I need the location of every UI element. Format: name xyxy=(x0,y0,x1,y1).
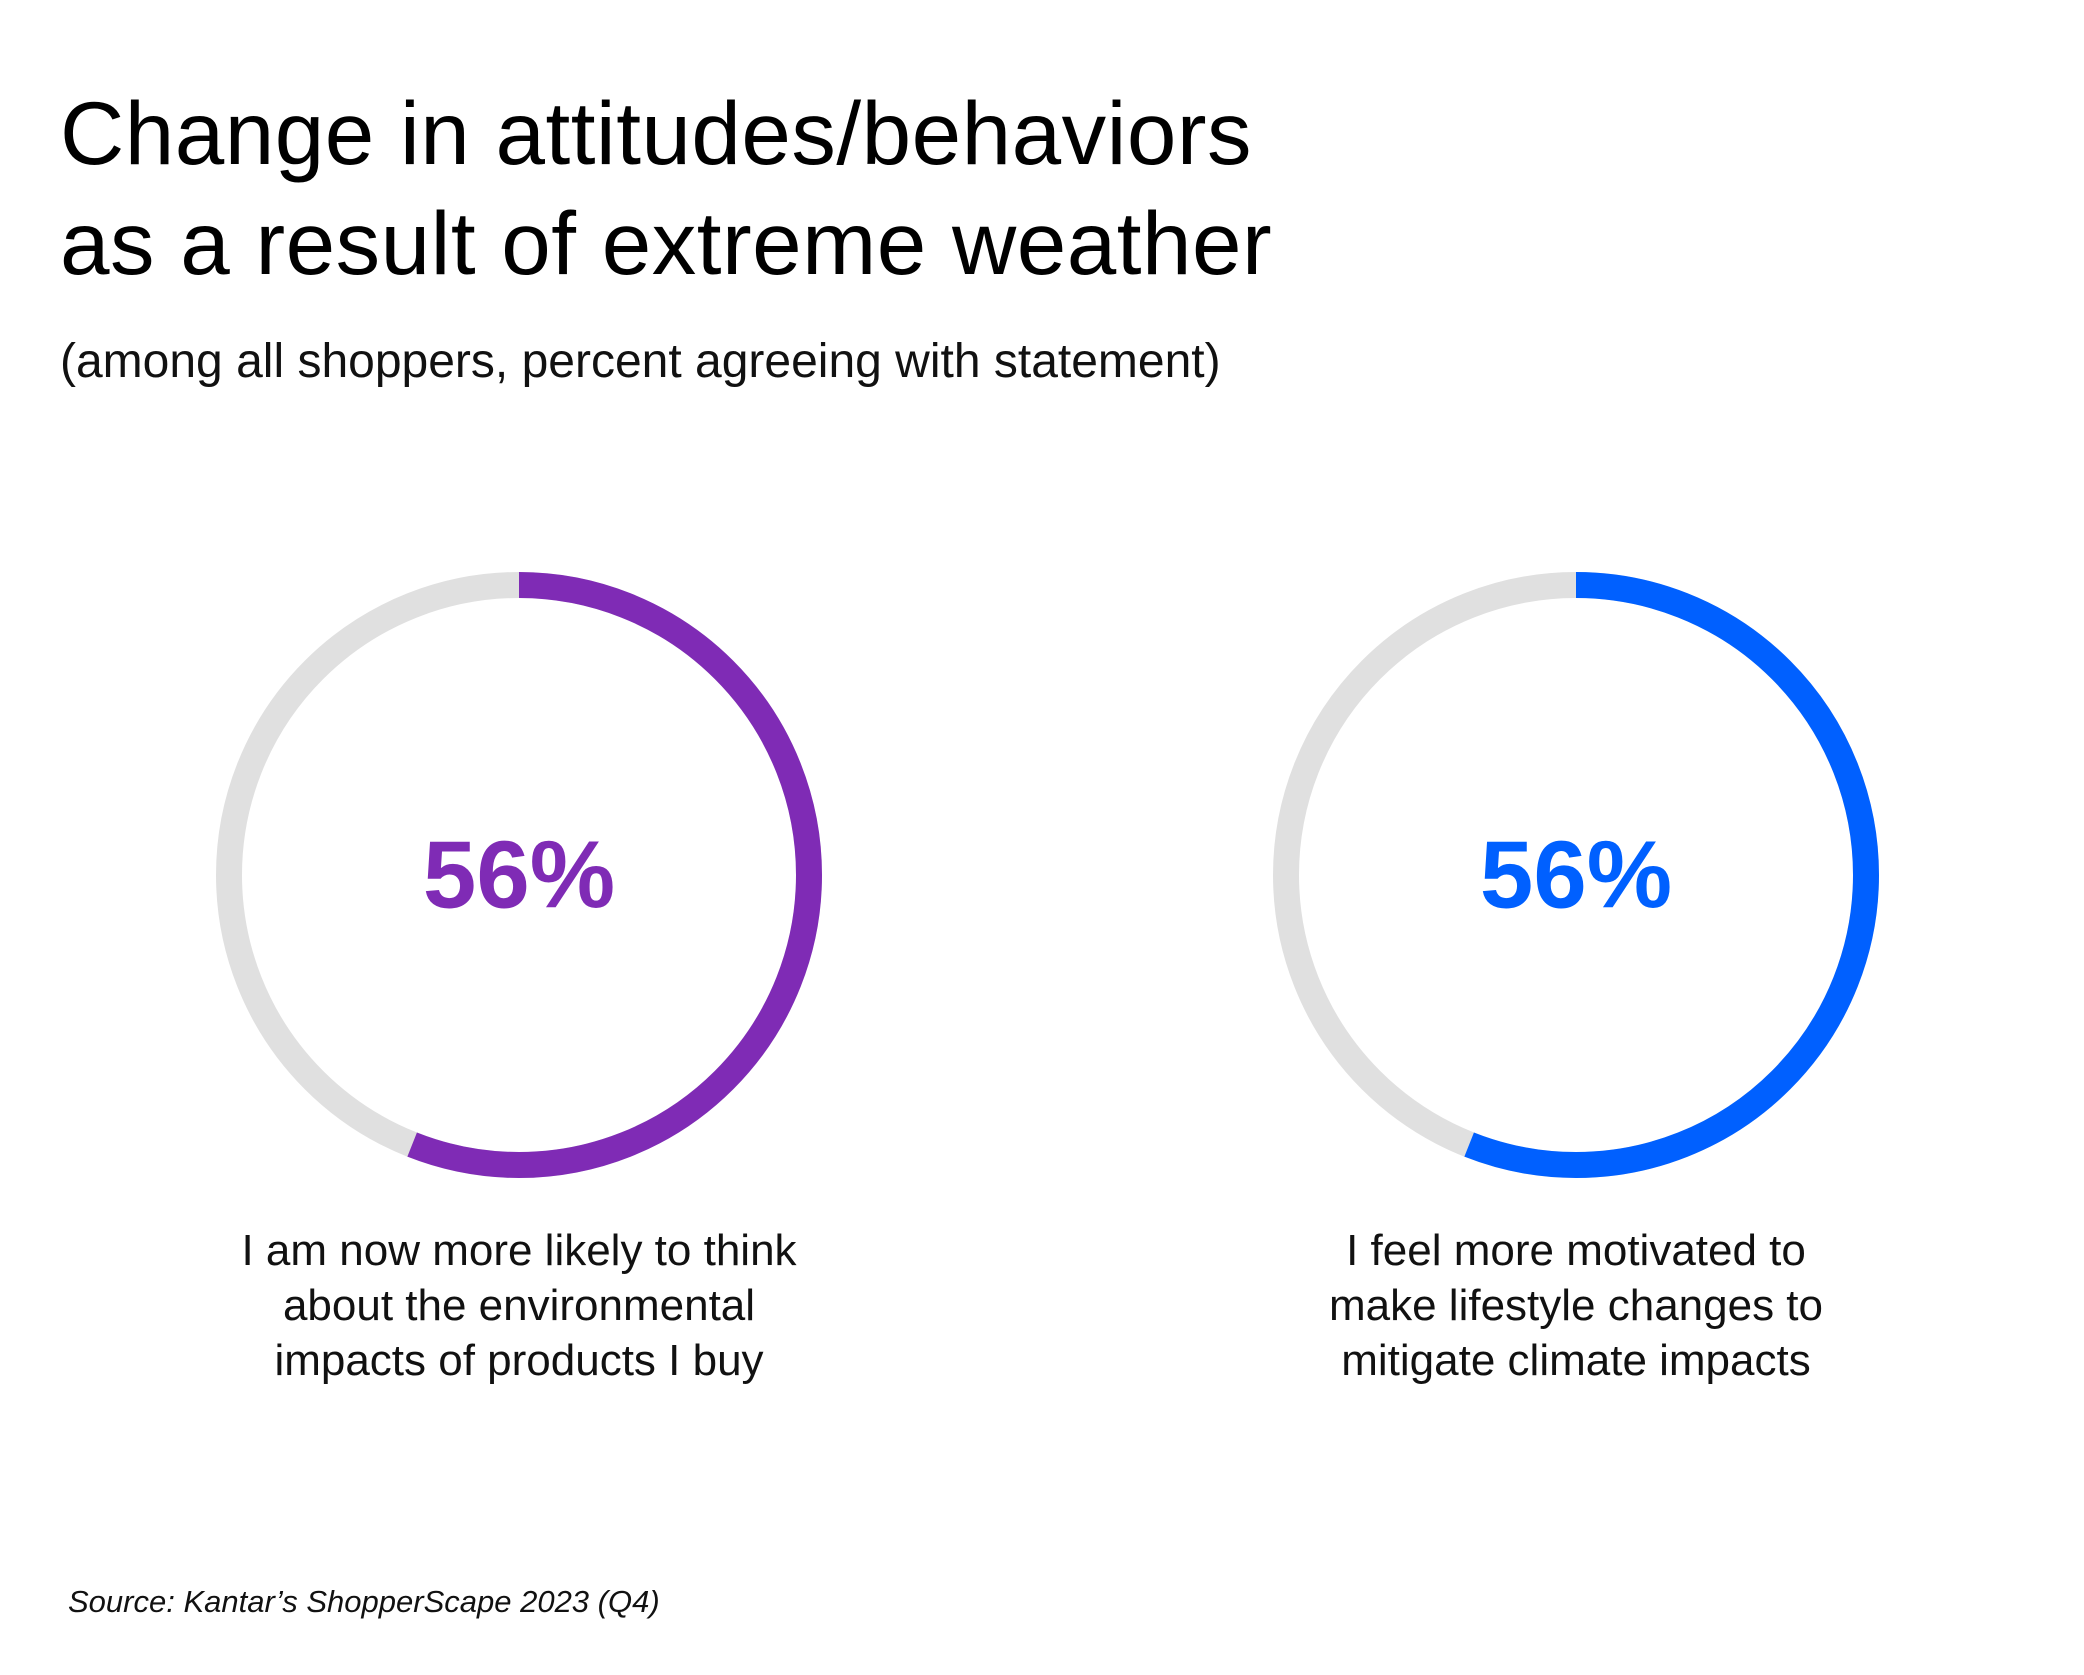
donut-1-arc xyxy=(216,572,822,1178)
chart-title: Change in attitudes/behaviors as a resul… xyxy=(60,78,1560,298)
source-note: Source: Kantar’s ShopperScape 2023 (Q4) xyxy=(68,1584,660,1619)
donut-chart-1: 56% xyxy=(209,565,829,1185)
donut-1-caption-line-3: impacts of products I buy xyxy=(274,1336,764,1385)
donut-1-value-label: 56% xyxy=(423,822,615,929)
donut-2-arc xyxy=(1273,572,1879,1178)
donut-1-caption: I am now more likely to think about the … xyxy=(139,1223,899,1388)
donut-2-caption-line-3: mitigate climate impacts xyxy=(1341,1336,1811,1385)
donut-2-caption-line-2: make lifestyle changes to xyxy=(1328,1281,1824,1330)
donut-2-value-label: 56% xyxy=(1480,822,1672,929)
donut-2-caption-line-1: I feel more motivated to xyxy=(1346,1226,1806,1275)
chart-title-line-2: as a result of extreme weather xyxy=(60,193,1273,293)
donut-1-caption-line-2: about the environmental xyxy=(282,1281,756,1330)
chart-subtitle: (among all shoppers, percent agreeing wi… xyxy=(60,335,1221,388)
donut-1-caption-line-1: I am now more likely to think xyxy=(241,1226,797,1275)
donut-2-caption: I feel more motivated to make lifestyle … xyxy=(1196,1223,1956,1388)
chart-title-line-1: Change in attitudes/behaviors xyxy=(60,83,1253,183)
donut-2-svg: 56% xyxy=(1273,572,1879,1178)
donut-1-svg: 56% xyxy=(216,572,822,1178)
donut-chart-2: 56% xyxy=(1266,565,1886,1185)
